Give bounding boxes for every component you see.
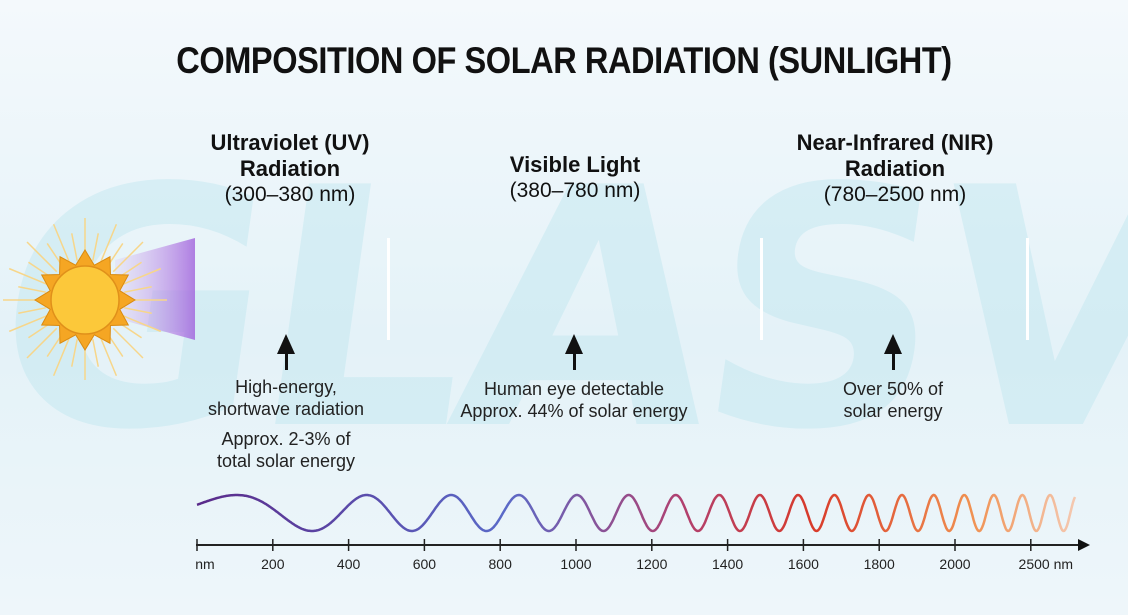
- nir-range: (780–2500 nm): [823, 183, 967, 206]
- arrow-up-icon: [884, 334, 902, 370]
- axis-tick-label: 2000: [939, 556, 971, 572]
- nir-header: Near-Infrared (NIR) Radiation (780–2500 …: [755, 130, 1035, 208]
- nir-note-line: solar energy: [843, 401, 943, 421]
- axis-tick-label: 400: [336, 556, 361, 572]
- uv-name: Ultraviolet (UV): [210, 130, 370, 155]
- sun-ray: [124, 307, 152, 315]
- axis-tick-label: 1000: [560, 556, 592, 572]
- nir-name-2: Radiation: [844, 156, 946, 181]
- visible-range: (380–780 nm): [509, 179, 641, 202]
- sun-ray: [26, 241, 58, 273]
- nir-end-divider: [1026, 238, 1029, 340]
- wave-graphic: [196, 493, 1090, 551]
- sun-ray: [8, 267, 49, 286]
- spectrum-graphic: [3, 218, 1128, 380]
- sun-ray: [121, 314, 162, 333]
- sun-ray: [92, 233, 100, 261]
- axis-tick-label: 800: [488, 556, 512, 572]
- arrow-up-icon: [565, 334, 583, 370]
- sun-icon: [3, 218, 167, 380]
- axis-tick-label: 1800: [863, 556, 895, 572]
- uv-visible-divider: [387, 238, 390, 340]
- axis-tick-label: 1600: [787, 556, 819, 572]
- axis-tick-label: 200: [261, 556, 285, 572]
- page-title: COMPOSITION OF SOLAR RADIATION (SUNLIGHT…: [176, 40, 952, 81]
- nir-note-line: Over 50% of: [842, 379, 944, 399]
- sun-ray: [70, 233, 78, 261]
- sun-ray: [52, 336, 71, 377]
- sun-ray: [52, 223, 71, 264]
- uv-name-2: Radiation: [239, 156, 341, 181]
- visible-name: Visible Light: [509, 152, 641, 177]
- uv-note-line: High-energy,: [235, 377, 337, 397]
- sun-ray: [112, 241, 144, 273]
- nir-note: Over 50% of solar energy: [793, 378, 993, 422]
- axis-arrow-icon: [1078, 539, 1090, 551]
- sun-ray: [99, 223, 118, 264]
- visible-nir-divider: [760, 238, 763, 340]
- sun-ray: [112, 327, 144, 359]
- sun-ray: [99, 336, 118, 377]
- sun-ray: [92, 339, 100, 367]
- sun-disc: [50, 265, 120, 335]
- visible-energy-line: Approx. 44% of solar energy: [460, 401, 688, 421]
- spectrum-bar: [195, 238, 1128, 340]
- uv-energy-line: Approx. 2-3% of: [221, 429, 351, 449]
- visible-note: Human eye detectable Approx. 44% of sola…: [424, 378, 724, 422]
- sun-ray: [26, 327, 58, 359]
- axis-tick-label: 2500 nm: [1018, 556, 1074, 572]
- uv-range: (300–380 nm): [224, 183, 356, 206]
- sun-ray: [8, 314, 49, 333]
- uv-note-line: shortwave radiation: [207, 399, 365, 419]
- visible-note-line: Human eye detectable: [483, 379, 665, 399]
- light-beam: [115, 238, 195, 340]
- axis-tick-label: 1400: [712, 556, 744, 572]
- sun-ray: [70, 339, 78, 367]
- sun-ray: [121, 267, 162, 286]
- uv-header: Ultraviolet (UV) Radiation (300–380 nm): [170, 130, 410, 208]
- axis-tick-label: 1200: [636, 556, 668, 572]
- arrow-up-icon: [277, 334, 295, 370]
- sun-ray: [124, 285, 152, 293]
- sun-ray: [18, 307, 46, 315]
- nir-name: Near-Infrared (NIR): [796, 130, 994, 155]
- sun-ray: [18, 285, 46, 293]
- uv-note: High-energy, shortwave radiation Approx.…: [166, 376, 406, 472]
- axis-tick-label: 600: [412, 556, 437, 572]
- wavelength-wave: [196, 493, 1077, 533]
- visible-header: Visible Light (380–780 nm): [455, 152, 695, 204]
- axis-tick-label: nm: [195, 556, 215, 572]
- uv-energy-line: total solar energy: [216, 451, 356, 471]
